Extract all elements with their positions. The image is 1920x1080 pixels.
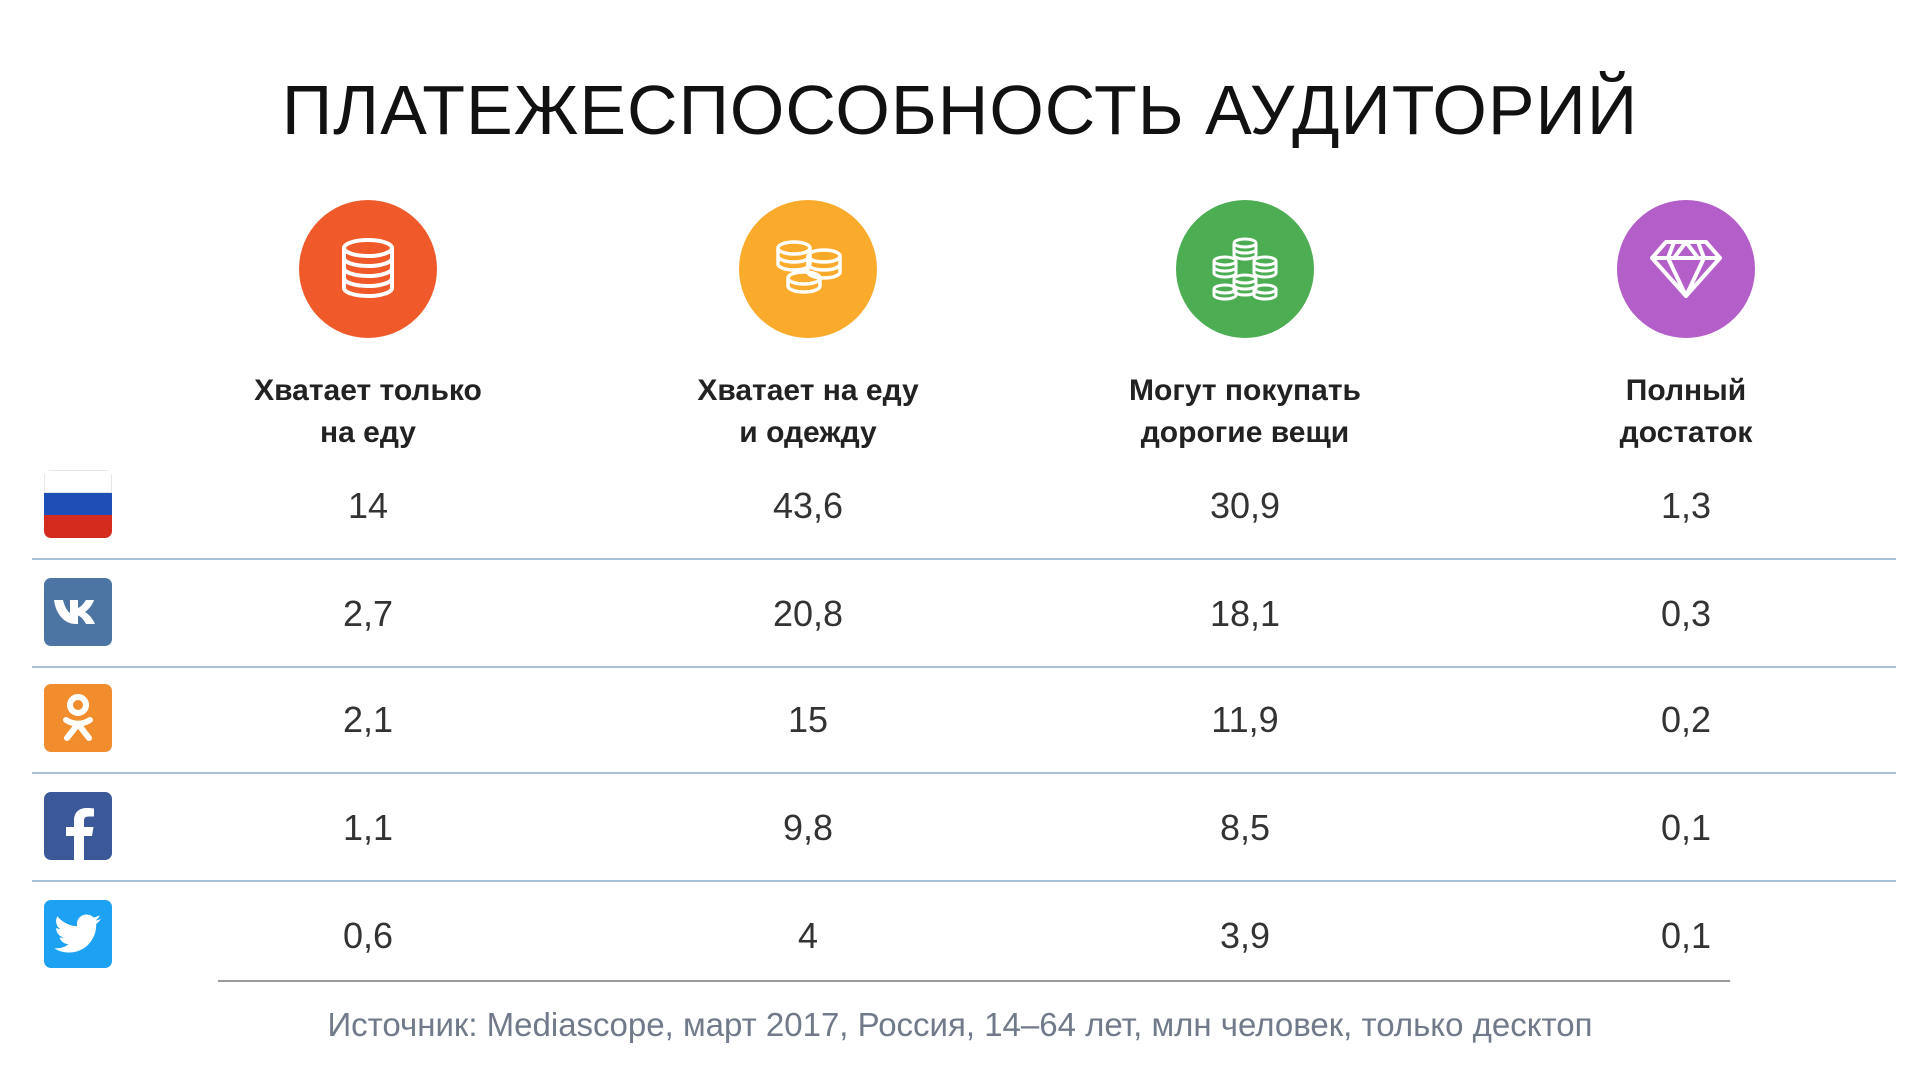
- table-cell: 43,6: [772, 485, 844, 526]
- table-cell: 15: [787, 699, 829, 740]
- table-cell: 1,1: [342, 807, 394, 848]
- odnoklassniki-icon: [44, 684, 112, 752]
- column-icon-circle: [1176, 200, 1314, 338]
- column-label: Могут покупать дорогие вещи: [1129, 374, 1361, 449]
- facebook-icon: [44, 792, 112, 860]
- table-row-odnoklassniki: 2,1 15 11,9 0,2: [32, 670, 1896, 770]
- table-row-facebook: 1,1 9,8 8,5 0,1: [32, 778, 1896, 878]
- row-divider: [32, 558, 1896, 560]
- odnoklassniki-logo-icon: [63, 694, 93, 741]
- table-cell: 2,7: [342, 593, 394, 634]
- vk-icon: [44, 578, 112, 646]
- twitter-bird-icon: [54, 914, 101, 953]
- table-cell: 0,3: [1660, 593, 1712, 634]
- money-stacks-icon: [1212, 237, 1278, 301]
- diamond-icon: [1650, 240, 1722, 298]
- table-cell: 9,8: [782, 807, 834, 848]
- table-cell: 20,8: [772, 593, 844, 634]
- column-header-food-only: Хватает только на еду: [178, 200, 558, 454]
- table-row-twitter: 0,6 4 3,9 0,1: [32, 886, 1896, 986]
- page-title: ПЛАТЕЖЕСПОСОБНОСТЬ АУДИТОРИЙ: [281, 71, 1639, 149]
- column-label: Хватает на еду и одежду: [697, 374, 919, 449]
- table-cell: 4: [797, 915, 819, 956]
- column-icon-circle: [739, 200, 877, 338]
- table-bottom-rule: [218, 980, 1730, 982]
- column-label: Полный достаток: [1619, 374, 1753, 449]
- row-divider: [32, 666, 1896, 668]
- table-cell: 14: [347, 485, 389, 526]
- column-icon-circle: [1617, 200, 1755, 338]
- column-header-expensive-things: Могут покупать дорогие вещи: [1055, 200, 1435, 454]
- twitter-icon: [44, 900, 112, 968]
- column-header-full-prosperity: Полный достаток: [1496, 200, 1876, 454]
- russia-flag-icon: [44, 470, 112, 538]
- table-cell: 8,5: [1219, 807, 1271, 848]
- table-cell: 0,1: [1660, 807, 1712, 848]
- table-cell: 1,3: [1660, 485, 1712, 526]
- row-divider: [32, 772, 1896, 774]
- coin-stack-icon: [342, 238, 394, 299]
- table-cell: 0,2: [1660, 699, 1712, 740]
- column-header-food-clothes: Хватает на еду и одежду: [618, 200, 998, 454]
- table-cell: 2,1: [342, 699, 394, 740]
- coin-stacks-icon: [776, 240, 842, 294]
- table-row-vk: 2,7 20,8 18,1 0,3: [32, 564, 1896, 664]
- table-row-russia: 14 43,6 30,9 1,3: [32, 456, 1896, 556]
- table-cell: 0,1: [1660, 915, 1712, 956]
- table-cell: 11,9: [1211, 699, 1279, 740]
- row-divider: [32, 880, 1896, 882]
- table-cell: 18,1: [1209, 593, 1281, 634]
- column-icon-circle: [299, 200, 437, 338]
- table-cell: 3,9: [1219, 915, 1271, 956]
- vk-logo-icon: [54, 600, 95, 624]
- source-footnote: Источник: Mediascope, март 2017, Россия,…: [327, 1006, 1593, 1043]
- column-label: Хватает только на еду: [254, 374, 482, 449]
- table-cell: 30,9: [1209, 485, 1281, 526]
- facebook-logo-icon: [66, 808, 94, 860]
- table-cell: 0,6: [342, 915, 394, 956]
